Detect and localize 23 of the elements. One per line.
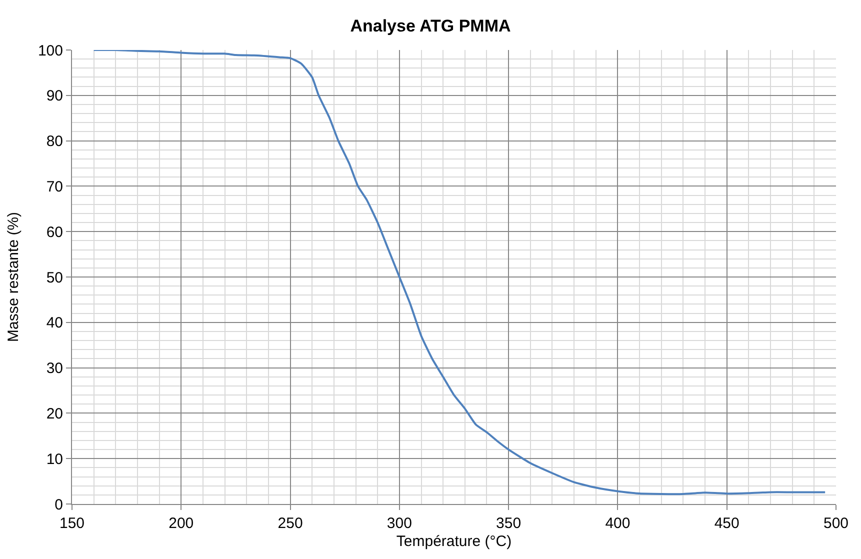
y-tick-label: 70 <box>46 178 63 196</box>
x-axis-title: Température (°C) <box>396 533 512 550</box>
x-tick-label: 250 <box>278 515 303 532</box>
x-tick-label: 350 <box>496 515 522 532</box>
y-axis-title: Masse restante (%) <box>5 212 22 342</box>
y-tick-label: 80 <box>46 133 63 150</box>
y-tick-label: 30 <box>46 360 63 378</box>
y-tick-label: 90 <box>46 88 63 105</box>
x-tick-label: 450 <box>714 515 740 532</box>
x-tick-label: 500 <box>823 515 849 532</box>
y-tick-label: 0 <box>54 496 63 514</box>
x-tick-label: 200 <box>168 515 194 532</box>
y-tick-label: 60 <box>46 224 63 241</box>
x-tick-label: 400 <box>605 515 630 532</box>
x-tick-label: 300 <box>386 515 412 532</box>
chart-title: Analyse ATG PMMA <box>350 16 511 36</box>
y-tick-label: 20 <box>46 405 63 422</box>
y-tick-label: 100 <box>38 42 63 60</box>
x-tick-label: 150 <box>59 515 85 532</box>
y-tick-label: 40 <box>46 314 63 332</box>
y-tick-label: 10 <box>46 450 63 468</box>
line-series <box>92 50 826 496</box>
y-tick-label: 50 <box>46 269 63 286</box>
